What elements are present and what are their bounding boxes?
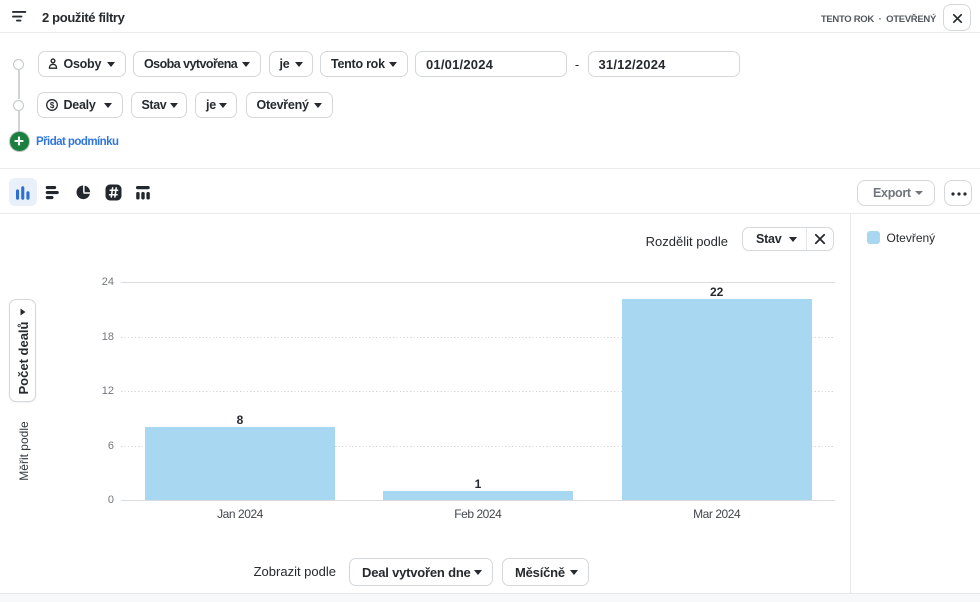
svg-text:$: $ [49, 101, 54, 110]
